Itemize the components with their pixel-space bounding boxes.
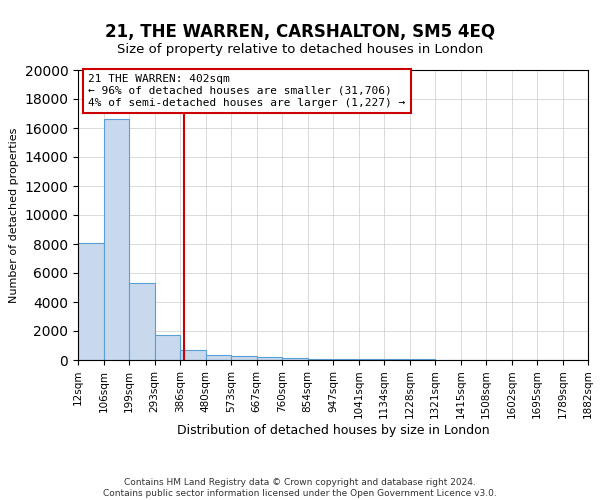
Text: Size of property relative to detached houses in London: Size of property relative to detached ho… [117,42,483,56]
Bar [308,358,333,360]
Bar [333,359,359,360]
Bar [155,334,180,360]
Bar [104,120,129,360]
Bar [282,358,308,360]
Bar [129,283,155,360]
X-axis label: Distribution of detached houses by size in London: Distribution of detached houses by size … [176,424,490,437]
Bar [359,359,384,360]
Bar [231,356,257,360]
Text: 21 THE WARREN: 402sqm
← 96% of detached houses are smaller (31,706)
4% of semi-d: 21 THE WARREN: 402sqm ← 96% of detached … [88,74,406,108]
Bar [78,244,104,360]
Bar [257,358,282,360]
Bar [180,350,206,360]
Text: Contains HM Land Registry data © Crown copyright and database right 2024.
Contai: Contains HM Land Registry data © Crown c… [103,478,497,498]
Bar [206,355,231,360]
Y-axis label: Number of detached properties: Number of detached properties [9,128,19,302]
Text: 21, THE WARREN, CARSHALTON, SM5 4EQ: 21, THE WARREN, CARSHALTON, SM5 4EQ [105,22,495,40]
